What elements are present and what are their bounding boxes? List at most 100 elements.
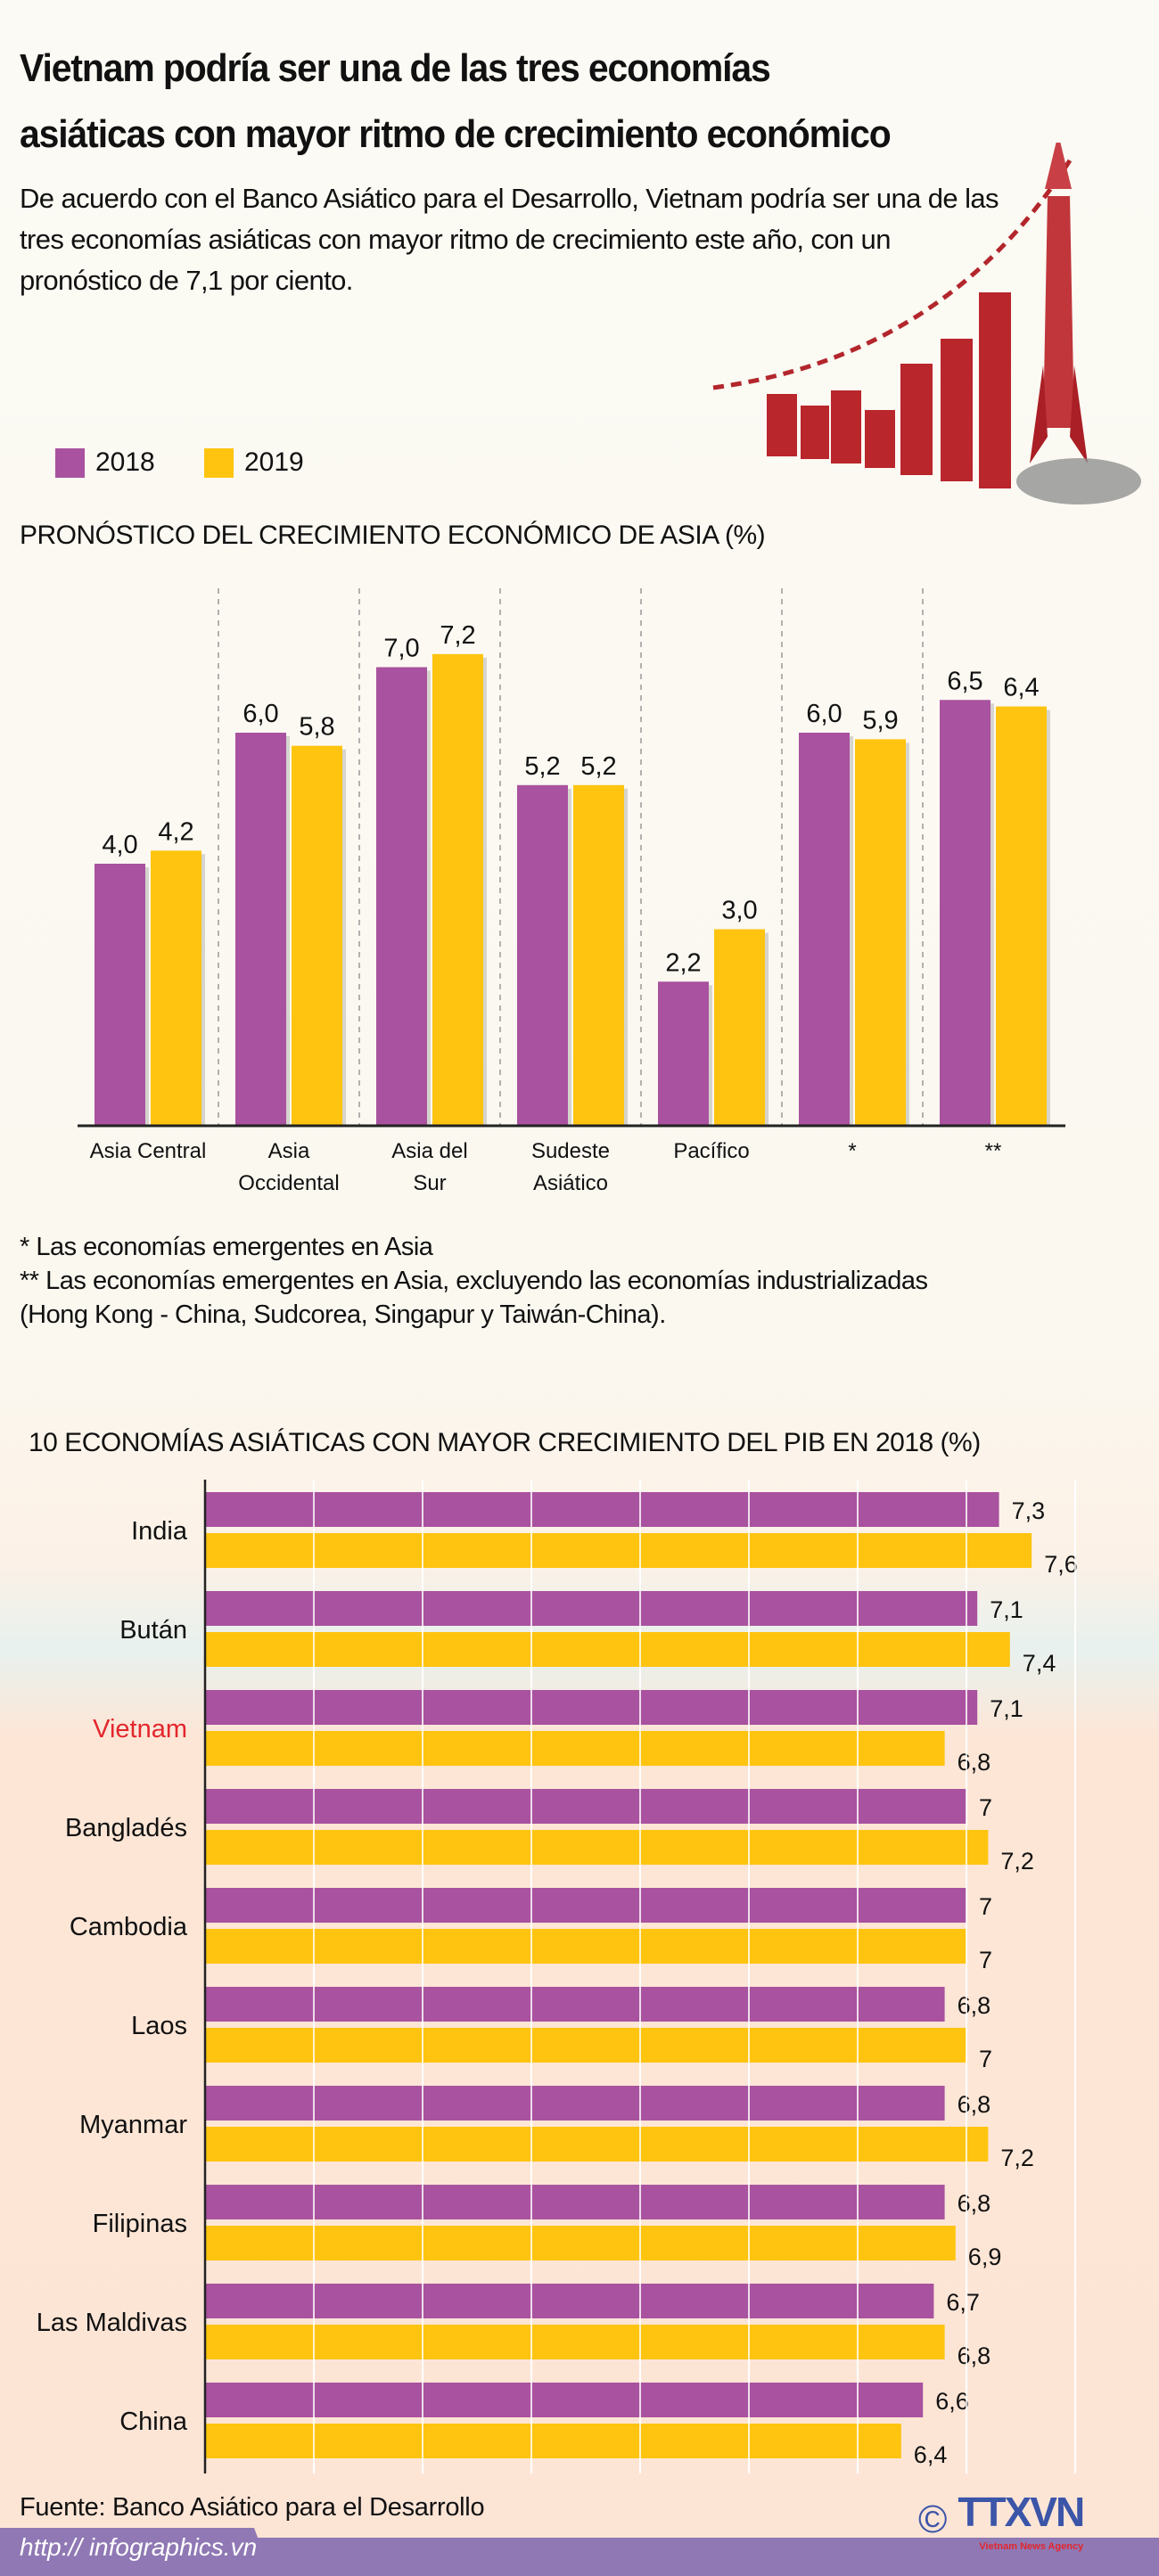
value-label: 6,7: [946, 2289, 980, 2316]
legend-2019: 2019: [204, 447, 304, 478]
value-label: 2,2: [665, 948, 701, 977]
logo-subtitle: Vietnam News Agency: [979, 2541, 1084, 2552]
bar-2019-6: [205, 2127, 989, 2162]
value-label: 5,2: [580, 752, 616, 781]
category-label: **: [985, 1139, 1002, 1163]
category-label: Sur: [413, 1171, 446, 1195]
footnote-3: (Hong Kong - China, Sudcorea, Singapur y…: [20, 1300, 666, 1329]
url-tab: [0, 2528, 267, 2564]
chart1-title: PRONÓSTICO DEL CRECIMIENTO ECONÓMICO DE …: [20, 521, 766, 550]
country-label: Cambodia: [70, 1913, 188, 1941]
bar-2018-5: [205, 1987, 945, 2022]
footnote-2: ** Las economías emergentes en Asia, exc…: [20, 1267, 928, 1295]
value-label: 4,0: [102, 831, 137, 859]
value-label: 5,2: [524, 752, 560, 781]
bar-2018-4: [205, 1888, 966, 1923]
value-label: 6,5: [947, 667, 982, 695]
country-label: China: [119, 2408, 188, 2436]
legend-swatch-2018: [55, 447, 85, 478]
value-label: 6,8: [958, 1992, 991, 2019]
subtitle: De acuerdo con el Banco Asiático para el…: [20, 183, 999, 296]
value-label: 7,0: [383, 635, 419, 663]
bar-2018-6: [205, 2086, 945, 2121]
value-label: 7: [979, 1794, 992, 1821]
title-line-2: asiáticas con mayor ritmo de crecimiento…: [20, 112, 892, 156]
bar-2019-7: [205, 2226, 956, 2260]
footnotes: * Las economías emergentes en Asia ** La…: [20, 1230, 1143, 1332]
value-label: 7: [979, 2046, 992, 2072]
value-label: 4,2: [158, 817, 193, 846]
category-label: Asia del: [391, 1139, 467, 1163]
bar-2018-7: [205, 2185, 945, 2219]
value-label: 7,3: [1012, 1497, 1046, 1524]
copyright-icon: ©: [918, 2498, 948, 2541]
bar-2019-2: [432, 653, 483, 1126]
bar-2019-3: [205, 1830, 989, 1865]
value-label: 7: [979, 1947, 992, 1973]
value-label: 3,0: [721, 897, 757, 925]
value-label: 6,4: [914, 2441, 948, 2468]
bar-2018-2: [376, 667, 427, 1126]
country-label: Bangladés: [65, 1814, 187, 1842]
bar-2018-0: [95, 864, 145, 1126]
bar-2019-5: [855, 739, 906, 1126]
legend-2018: 2018: [55, 447, 155, 478]
country-label: Bután: [119, 1616, 187, 1645]
category-label: *: [848, 1139, 856, 1163]
value-label: 6,8: [958, 2091, 991, 2118]
chart2-title: 10 ECONOMÍAS ASIÁTICAS CON MAYOR CRECIMI…: [29, 1428, 981, 1457]
value-label: 6,9: [968, 2244, 1002, 2270]
chart1-forecast-bars: 4,0 4,2 Asia Central 6,0 5,8 Asia Occidental 7,…: [78, 588, 1065, 1195]
value-label: 7,4: [1023, 1650, 1056, 1677]
footnote-1: * Las economías emergentes en Asia: [20, 1233, 433, 1261]
value-label: 5,9: [862, 706, 898, 734]
value-label: 6,6: [935, 2388, 969, 2415]
value-label: 7: [979, 1893, 992, 1920]
value-label: 6,0: [242, 700, 278, 728]
category-label: Asia Central: [90, 1139, 207, 1163]
bar-2019-8: [205, 2325, 945, 2359]
bar-2019-2: [205, 1731, 945, 1766]
value-label: 7,2: [1000, 2145, 1034, 2171]
value-label: 7,2: [440, 621, 475, 650]
bar-2019-6: [996, 706, 1047, 1126]
category-label: Asia: [268, 1139, 310, 1163]
bar-2018-8: [205, 2284, 934, 2318]
country-label: Las Maldivas: [37, 2309, 187, 2337]
value-label: 7,2: [1000, 1848, 1034, 1875]
bar-2018-1: [205, 1591, 978, 1626]
bar-2018-2: [205, 1690, 978, 1725]
legend-swatch-2019: [204, 447, 234, 478]
bar-2019-1: [292, 745, 342, 1126]
bar-2018-6: [940, 700, 990, 1126]
bar-2019-5: [205, 2028, 966, 2063]
logo-wordmark: TTXVN: [958, 2489, 1085, 2535]
bar-2018-0: [205, 1492, 999, 1527]
footer-url[interactable]: http:// infographics.vn: [20, 2533, 258, 2561]
page-title: Vietnam podría ser una de las tres econo…: [20, 36, 892, 168]
chart2-gdp-bars: 7,3 7,6 India 7,17,4 Bután 7,1 6,8 Vietnam 7 7,2 B…: [37, 1480, 1078, 2473]
bar-2018-3: [517, 784, 568, 1126]
value-label: 6,8: [958, 1749, 991, 1776]
value-label: 6,8: [958, 2190, 991, 2217]
bar-2018-5: [799, 733, 850, 1126]
value-label: 6,8: [958, 2342, 991, 2369]
value-label: 7,6: [1044, 1551, 1078, 1578]
bar-2019-4: [714, 929, 765, 1126]
legend-label-2019: 2019: [244, 447, 304, 477]
bar-2019-0: [151, 850, 201, 1126]
category-label: Sudeste: [531, 1139, 610, 1163]
value-label: 7,1: [990, 1596, 1023, 1623]
bar-2019-1: [205, 1632, 1010, 1667]
country-label: India: [131, 1517, 188, 1546]
country-label: Myanmar: [79, 2111, 187, 2139]
country-label: Vietnam: [93, 1715, 187, 1743]
value-label: 5,8: [299, 713, 334, 742]
bar-2019-9: [205, 2424, 901, 2458]
ttxvn-logo: © TTXVN Vietnam News Agency: [918, 2487, 1085, 2553]
value-label: 7,1: [990, 1695, 1023, 1722]
rocket-growth-illustration: [712, 143, 1141, 505]
source-note: Fuente: Banco Asiático para el Desarroll…: [20, 2493, 485, 2522]
bar-2019-4: [205, 1929, 966, 1964]
title-line-1: Vietnam podría ser una de las tres econo…: [20, 46, 771, 90]
